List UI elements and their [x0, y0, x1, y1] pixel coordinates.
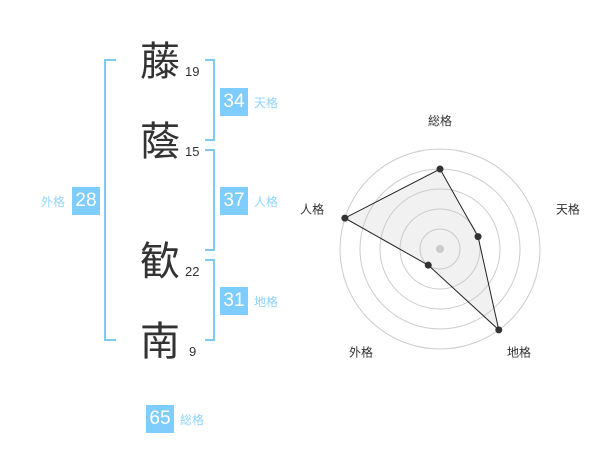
- chikaku-bracket: [205, 259, 215, 341]
- gaikaku-value: 28: [72, 187, 100, 215]
- name-char-3: 歓: [140, 239, 180, 285]
- stroke-count-2: 15: [185, 144, 200, 159]
- radar-ring: [379, 188, 501, 310]
- radar-point: [341, 214, 349, 222]
- radar-area: [343, 168, 500, 332]
- radar-axis-label: 地格: [507, 345, 531, 360]
- soukaku-label: 総格: [180, 413, 205, 427]
- radar-point: [495, 326, 503, 334]
- gaikaku-bracket: [104, 59, 116, 341]
- jinkaku-value: 37: [220, 187, 248, 215]
- stroke-count-4: 9: [189, 344, 197, 359]
- chikaku-label: 地格: [254, 295, 279, 309]
- name-char-2: 蔭: [140, 119, 180, 165]
- jinkaku-label: 人格: [254, 195, 279, 209]
- name-char-1: 藤: [140, 39, 180, 85]
- stroke-count-3: 22: [185, 264, 200, 279]
- radar-ring: [419, 228, 461, 270]
- tenkaku-value: 34: [220, 88, 248, 116]
- radar-ring: [339, 148, 541, 350]
- radar-point: [474, 233, 482, 241]
- chikaku-value: 31: [220, 287, 248, 315]
- stroke-count-1: 19: [185, 64, 200, 79]
- radar-axis-label: 天格: [556, 201, 580, 216]
- radar-point: [424, 261, 432, 269]
- soukaku-value: 65: [146, 405, 174, 433]
- jinkaku-bracket: [205, 149, 215, 251]
- name-char-4: 南: [140, 319, 180, 365]
- gaikaku-label: 外格: [41, 195, 66, 209]
- tenkaku-bracket: [205, 59, 215, 141]
- radar-axis-label: 外格: [349, 345, 373, 360]
- radar-center: [436, 245, 444, 253]
- tenkaku-label: 天格: [254, 96, 279, 110]
- radar-point: [436, 165, 444, 173]
- radar-axis-label: 人格: [300, 201, 324, 216]
- radar-axis-label: 総格: [428, 113, 452, 128]
